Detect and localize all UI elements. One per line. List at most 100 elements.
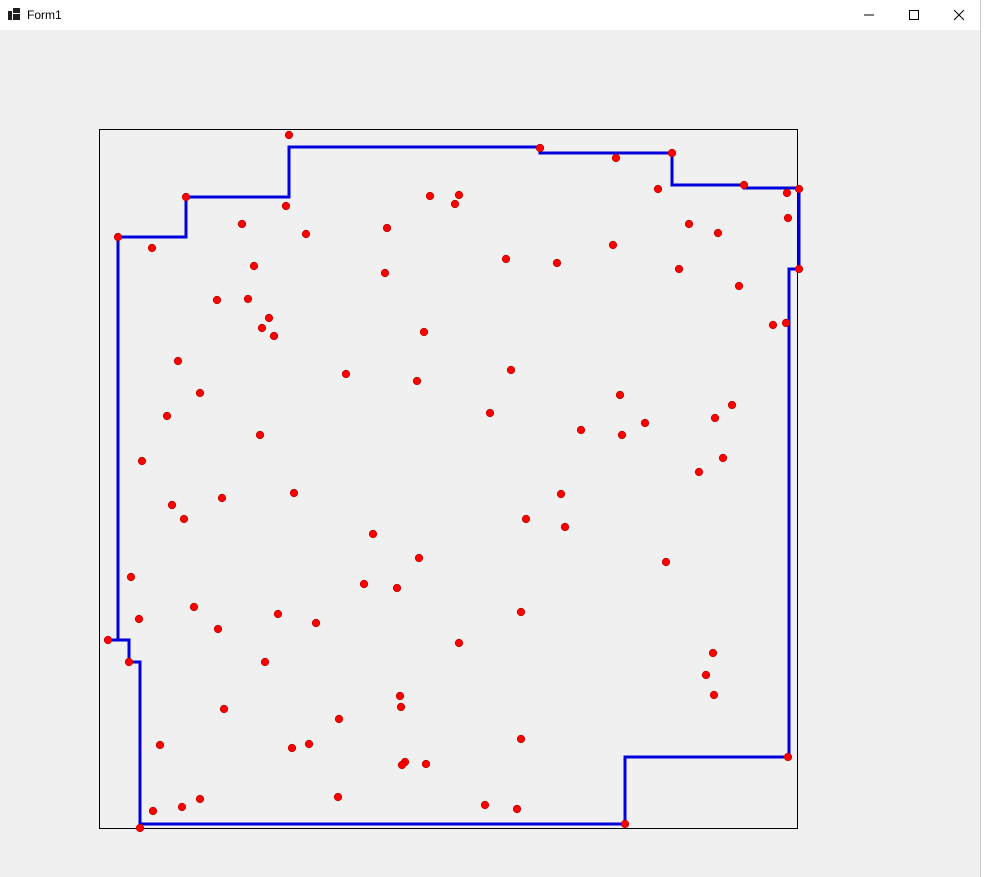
point-marker	[284, 130, 294, 140]
minimize-icon	[864, 14, 874, 16]
point-marker	[269, 331, 279, 341]
point-marker	[611, 153, 621, 163]
point-marker	[667, 148, 677, 158]
point-marker	[782, 188, 792, 198]
point-marker	[397, 760, 407, 770]
point-marker	[177, 802, 187, 812]
window-edge	[980, 0, 986, 877]
point-marker	[734, 281, 744, 291]
point-marker	[506, 365, 516, 375]
point-marker	[341, 369, 351, 379]
point-marker	[454, 190, 464, 200]
point-marker	[694, 467, 704, 477]
point-marker	[710, 413, 720, 423]
point-marker	[382, 223, 392, 233]
point-marker	[255, 430, 265, 440]
point-marker	[333, 792, 343, 802]
window-title: Form1	[27, 8, 62, 22]
point-marker	[620, 819, 630, 829]
point-marker	[368, 529, 378, 539]
point-marker	[147, 243, 157, 253]
point-marker	[552, 258, 562, 268]
point-marker	[213, 624, 223, 634]
point-marker	[576, 425, 586, 435]
point-marker	[454, 638, 464, 648]
point-marker	[237, 219, 247, 229]
point-marker	[421, 759, 431, 769]
point-marker	[425, 191, 435, 201]
point-marker	[516, 734, 526, 744]
point-marker	[450, 199, 460, 209]
point-marker	[217, 493, 227, 503]
point-marker	[617, 430, 627, 440]
point-marker	[195, 794, 205, 804]
point-marker	[485, 408, 495, 418]
point-marker	[516, 607, 526, 617]
point-marker	[653, 184, 663, 194]
point-marker	[249, 261, 259, 271]
point-marker	[396, 702, 406, 712]
point-marker	[608, 240, 618, 250]
point-marker	[783, 752, 793, 762]
point-marker	[480, 800, 490, 810]
point-marker	[167, 500, 177, 510]
point-marker	[257, 323, 267, 333]
point-marker	[179, 514, 189, 524]
point-marker	[392, 583, 402, 593]
point-marker	[380, 268, 390, 278]
point-marker	[674, 264, 684, 274]
point-marker	[501, 254, 511, 264]
point-marker	[661, 557, 671, 567]
point-marker	[148, 806, 158, 816]
point-marker	[260, 657, 270, 667]
point-marker	[155, 740, 165, 750]
point-marker	[560, 522, 570, 532]
point-marker	[739, 180, 749, 190]
point-marker	[301, 229, 311, 239]
title-bar[interactable]: Form1	[0, 0, 980, 30]
point-marker	[181, 192, 191, 202]
maximize-icon	[909, 10, 919, 20]
point-marker	[126, 572, 136, 582]
point-marker	[137, 456, 147, 466]
point-marker	[289, 488, 299, 498]
point-marker	[124, 657, 134, 667]
point-marker	[640, 418, 650, 428]
close-button[interactable]	[936, 0, 980, 30]
point-marker	[219, 704, 229, 714]
app-window-icon[interactable]	[8, 8, 20, 20]
point-marker	[713, 228, 723, 238]
point-marker	[768, 320, 778, 330]
point-marker	[304, 739, 314, 749]
hull-outline	[116, 145, 801, 826]
point-marker	[243, 294, 253, 304]
point-marker	[287, 743, 297, 753]
point-marker	[264, 313, 274, 323]
minimize-button[interactable]	[846, 0, 892, 30]
point-marker	[414, 553, 424, 563]
point-marker	[701, 670, 711, 680]
close-icon	[953, 9, 965, 21]
point-marker	[189, 602, 199, 612]
point-marker	[113, 232, 123, 242]
point-marker	[794, 184, 804, 194]
point-marker	[334, 714, 344, 724]
drawing-area[interactable]	[99, 129, 798, 829]
point-marker	[103, 635, 113, 645]
point-marker	[709, 690, 719, 700]
point-marker	[615, 390, 625, 400]
point-marker	[135, 823, 145, 833]
point-marker	[512, 804, 522, 814]
point-marker	[727, 400, 737, 410]
point-marker	[311, 618, 321, 628]
point-marker	[162, 411, 172, 421]
point-marker	[781, 318, 791, 328]
point-marker	[412, 376, 422, 386]
point-marker	[794, 264, 804, 274]
point-marker	[521, 514, 531, 524]
maximize-button[interactable]	[891, 0, 937, 30]
point-marker	[708, 648, 718, 658]
point-marker	[134, 614, 144, 624]
